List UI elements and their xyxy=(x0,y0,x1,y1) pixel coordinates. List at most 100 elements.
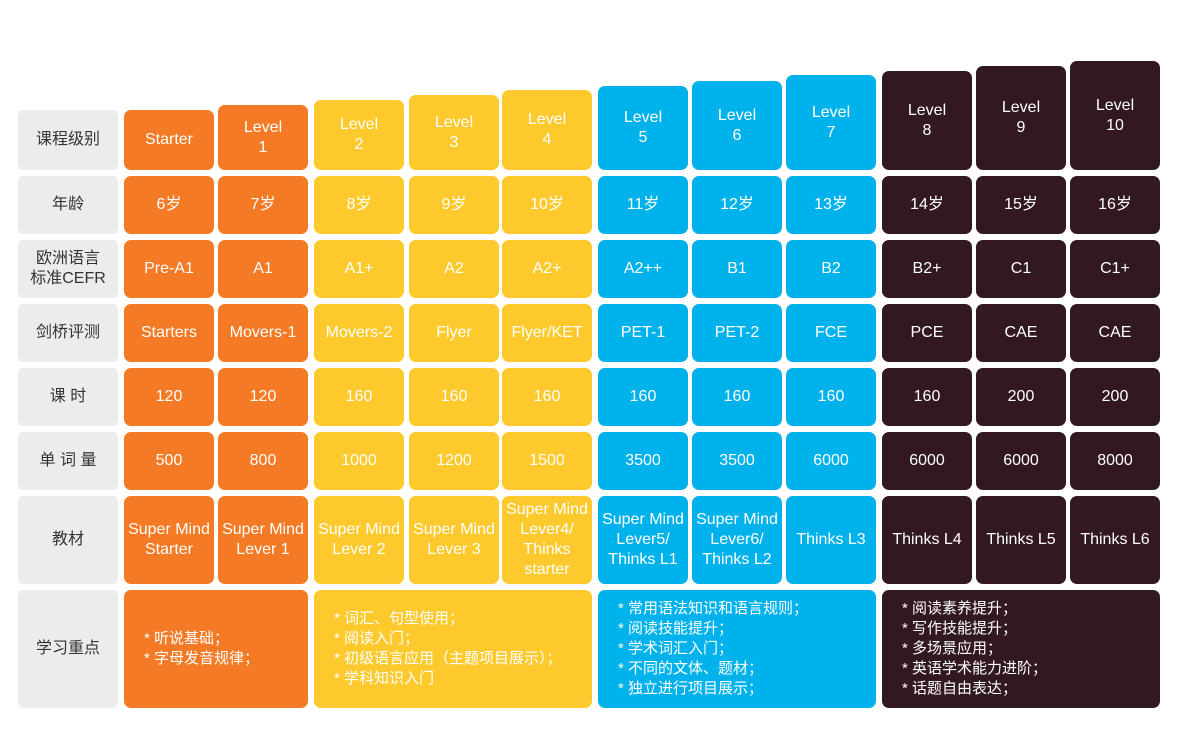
focus-item: * 字母发音规律； xyxy=(144,650,260,667)
cell-cambridge-2: Movers-1 xyxy=(218,304,308,362)
row-header-cambridge: 剑桥评测 xyxy=(18,304,118,362)
cell-hours-3: 160 xyxy=(314,368,404,426)
cell-material-9: Thinks L4 xyxy=(882,496,972,584)
cell-age-10: 15岁 xyxy=(976,176,1066,234)
cell-level-3: Level 2 xyxy=(314,100,404,170)
cell-cambridge-6: PET-1 xyxy=(598,304,688,362)
focus-list: * 听说基础； * 字母发音规律； xyxy=(144,629,259,669)
cell-cefr-3: A1+ xyxy=(314,240,404,298)
cell-vocab-6: 3500 xyxy=(598,432,688,490)
cell-vocab-8: 6000 xyxy=(786,432,876,490)
cell-hours-9: 160 xyxy=(882,368,972,426)
focus-item: * 话题自由表达； xyxy=(902,680,1018,697)
cell-cambridge-9: PCE xyxy=(882,304,972,362)
cell-vocab-1: 500 xyxy=(124,432,214,490)
focus-item: * 学术词汇入门； xyxy=(618,640,734,657)
cell-cefr-2: A1 xyxy=(218,240,308,298)
focus-item: * 阅读技能提升； xyxy=(618,620,734,637)
cell-cambridge-7: PET-2 xyxy=(692,304,782,362)
focus-group-1: * 听说基础； * 字母发音规律； xyxy=(124,590,308,708)
cell-material-6: Super Mind Lever5/ Thinks L1 xyxy=(598,496,688,584)
focus-item: * 不同的文体、题材； xyxy=(618,660,764,677)
cell-vocab-7: 3500 xyxy=(692,432,782,490)
focus-item: * 英语学术能力进阶； xyxy=(902,660,1048,677)
cell-hours-10: 200 xyxy=(976,368,1066,426)
cell-cefr-1: Pre-A1 xyxy=(124,240,214,298)
cell-hours-2: 120 xyxy=(218,368,308,426)
cell-level-1: Starter xyxy=(124,110,214,170)
focus-group-3: * 常用语法知识和语言规则； * 阅读技能提升； * 学术词汇入门； * 不同的文体、… xyxy=(598,590,876,708)
cell-age-8: 13岁 xyxy=(786,176,876,234)
focus-item: * 学科知识入门 xyxy=(334,670,435,687)
cell-cambridge-4: Flyer xyxy=(409,304,499,362)
cell-material-10: Thinks L5 xyxy=(976,496,1066,584)
cell-hours-1: 120 xyxy=(124,368,214,426)
cell-vocab-10: 6000 xyxy=(976,432,1066,490)
cell-vocab-5: 1500 xyxy=(502,432,592,490)
cell-age-4: 9岁 xyxy=(409,176,499,234)
cell-hours-6: 160 xyxy=(598,368,688,426)
cell-cambridge-11: CAE xyxy=(1070,304,1160,362)
cell-vocab-9: 6000 xyxy=(882,432,972,490)
cell-material-3: Super Mind Lever 2 xyxy=(314,496,404,584)
cell-level-8: Level 7 xyxy=(786,75,876,170)
row-header-hours: 课 时 xyxy=(18,368,118,426)
cell-cambridge-3: Movers-2 xyxy=(314,304,404,362)
row-header-level: 课程级别 xyxy=(18,110,118,170)
cell-level-11: Level 10 xyxy=(1070,61,1160,170)
cell-hours-11: 200 xyxy=(1070,368,1160,426)
cell-vocab-3: 1000 xyxy=(314,432,404,490)
cell-material-7: Super Mind Lever6/ Thinks L2 xyxy=(692,496,782,584)
focus-group-2: * 词汇、句型使用； * 阅读入门； * 初级语言应用（主题项目展示）； * 学科知识… xyxy=(314,590,592,708)
cell-cambridge-5: Flyer/KET xyxy=(502,304,592,362)
cell-hours-4: 160 xyxy=(409,368,499,426)
cell-cambridge-10: CAE xyxy=(976,304,1066,362)
cell-material-1: Super Mind Starter xyxy=(124,496,214,584)
focus-item: * 多场景应用； xyxy=(902,640,1003,657)
row-header-age: 年龄 xyxy=(18,176,118,234)
cell-vocab-11: 8000 xyxy=(1070,432,1160,490)
cell-level-6: Level 5 xyxy=(598,86,688,170)
cell-age-7: 12岁 xyxy=(692,176,782,234)
cell-hours-5: 160 xyxy=(502,368,592,426)
cell-material-4: Super Mind Lever 3 xyxy=(409,496,499,584)
cell-age-3: 8岁 xyxy=(314,176,404,234)
cell-cefr-9: B2+ xyxy=(882,240,972,298)
focus-item: * 独立进行项目展示； xyxy=(618,680,764,697)
focus-item: * 听说基础； xyxy=(144,630,230,647)
focus-item: * 常用语法知识和语言规则； xyxy=(618,600,809,617)
focus-group-4: * 阅读素养提升； * 写作技能提升； * 多场景应用； * 英语学术能力进阶； * 话… xyxy=(882,590,1160,708)
cell-level-9: Level 8 xyxy=(882,71,972,170)
cell-age-9: 14岁 xyxy=(882,176,972,234)
cell-hours-8: 160 xyxy=(786,368,876,426)
focus-item: * 阅读入门； xyxy=(334,630,420,647)
focus-list: * 词汇、句型使用； * 阅读入门； * 初级语言应用（主题项目展示）； * 学科知识… xyxy=(334,609,562,689)
row-header-focus: 学习重点 xyxy=(18,590,118,708)
cell-vocab-2: 800 xyxy=(218,432,308,490)
cell-level-5: Level 4 xyxy=(502,90,592,170)
focus-list: * 阅读素养提升； * 写作技能提升； * 多场景应用； * 英语学术能力进阶； * 话… xyxy=(902,599,1047,699)
cell-material-11: Thinks L6 xyxy=(1070,496,1160,584)
focus-item: * 词汇、句型使用； xyxy=(334,610,465,627)
cell-age-1: 6岁 xyxy=(124,176,214,234)
cell-material-8: Thinks L3 xyxy=(786,496,876,584)
focus-item: * 写作技能提升； xyxy=(902,620,1018,637)
row-header-material: 教材 xyxy=(18,496,118,584)
cell-cefr-11: C1+ xyxy=(1070,240,1160,298)
cell-cefr-7: B1 xyxy=(692,240,782,298)
cell-cefr-10: C1 xyxy=(976,240,1066,298)
cell-level-2: Level 1 xyxy=(218,105,308,170)
cell-cefr-6: A2++ xyxy=(598,240,688,298)
cell-vocab-4: 1200 xyxy=(409,432,499,490)
cell-cambridge-8: FCE xyxy=(786,304,876,362)
cell-cefr-4: A2 xyxy=(409,240,499,298)
focus-item: * 阅读素养提升； xyxy=(902,600,1018,617)
cell-age-6: 11岁 xyxy=(598,176,688,234)
row-header-vocab: 单 词 量 xyxy=(18,432,118,490)
cell-cefr-8: B2 xyxy=(786,240,876,298)
cell-age-5: 10岁 xyxy=(502,176,592,234)
cell-level-4: Level 3 xyxy=(409,95,499,170)
cell-hours-7: 160 xyxy=(692,368,782,426)
cell-cambridge-1: Starters xyxy=(124,304,214,362)
